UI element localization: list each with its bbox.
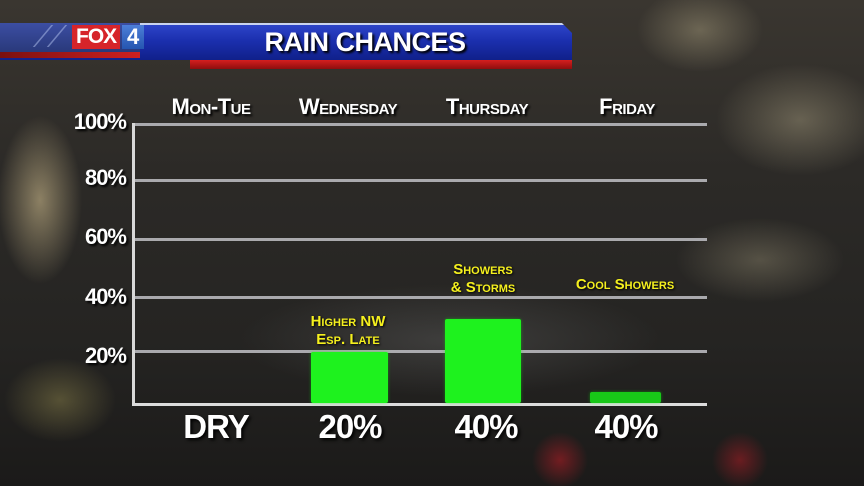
gridline-100 [134,123,707,126]
annotation-friday: Cool Showers [576,276,674,294]
value-thursday: 40% [454,408,518,445]
category-thursday: Thursday [445,94,529,119]
value-mon-tue: DRY [183,408,249,445]
annotation-line: Esp. Late [316,331,380,348]
y-tick-80: 80% [84,165,127,190]
value-friday: 40% [594,408,658,445]
fox4-logo: FOX 4 [72,25,145,49]
annotation-wednesday: Higher NW Esp. Late [311,313,386,349]
category-mon-tue: Mon-Tue [171,94,251,119]
banner-red-stripe-left [0,52,140,58]
annotation-line: Showers [453,261,513,278]
y-tick-20: 20% [84,343,127,368]
x-axis-baseline [132,403,707,406]
gridline-40 [134,296,707,299]
annotation-line: Higher NW [310,313,386,330]
y-tick-100: 100% [73,109,127,134]
page-title: RAIN CHANCES [264,27,466,57]
banner-red-stripe [190,60,572,69]
annotation-thursday: Showers & Storms [451,261,516,297]
y-tick-40: 40% [84,284,127,309]
y-tick-60: 60% [84,224,127,249]
bar-wednesday [311,352,388,403]
bar-thursday [445,319,521,403]
y-axis-line [132,123,135,406]
category-wednesday: Wednesday [298,94,398,119]
value-wednesday: 20% [318,408,382,445]
category-friday: Friday [599,94,655,119]
gridline-60 [134,238,707,241]
bar-friday [590,392,661,403]
annotation-line: Cool Showers [575,276,675,293]
gridline-20 [134,350,707,353]
logo-number: 4 [122,25,145,49]
logo-fox-text: FOX [72,25,121,49]
annotation-line: & Storms [450,279,516,296]
gridline-80 [134,179,707,182]
